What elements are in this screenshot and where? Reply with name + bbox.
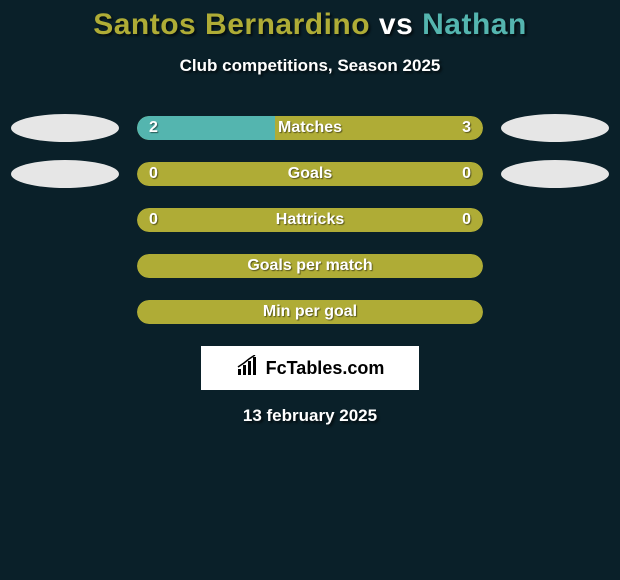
page-title: Santos Bernardino vs Nathan bbox=[0, 8, 620, 42]
stat-bar: 0 0 Goals bbox=[137, 162, 483, 186]
stat-value-right: 0 bbox=[462, 211, 471, 229]
stat-bar: Goals per match bbox=[137, 254, 483, 278]
stat-row: 0 0 Hattricks bbox=[0, 208, 620, 232]
stat-value-left: 2 bbox=[149, 119, 158, 137]
stat-value-left: 0 bbox=[149, 211, 158, 229]
brand-text: FcTables.com bbox=[266, 358, 385, 379]
comparison-infographic: Santos Bernardino vs Nathan Club competi… bbox=[0, 0, 620, 426]
stat-label: Hattricks bbox=[276, 211, 344, 229]
stat-value-right: 3 bbox=[462, 119, 471, 137]
stat-value-right: 0 bbox=[462, 165, 471, 183]
brand-badge: FcTables.com bbox=[201, 346, 419, 390]
stat-row: Goals per match bbox=[0, 254, 620, 278]
stat-row: Min per goal bbox=[0, 300, 620, 324]
team-badge-left bbox=[11, 114, 119, 142]
stat-bar: 2 3 Matches bbox=[137, 116, 483, 140]
stat-row: 2 3 Matches bbox=[0, 116, 620, 140]
team-badge-left bbox=[11, 160, 119, 188]
subtitle: Club competitions, Season 2025 bbox=[0, 56, 620, 76]
date-text: 13 february 2025 bbox=[0, 406, 620, 426]
stat-bar: Min per goal bbox=[137, 300, 483, 324]
stat-label: Goals bbox=[288, 165, 332, 183]
stats-rows: 2 3 Matches 0 0 Goals 0 0 Hattricks Goals per mat… bbox=[0, 116, 620, 324]
stat-label: Matches bbox=[278, 119, 342, 137]
stat-row: 0 0 Goals bbox=[0, 162, 620, 186]
player1-name: Santos Bernardino bbox=[93, 8, 370, 41]
chart-icon bbox=[236, 355, 262, 382]
stat-label: Goals per match bbox=[247, 257, 372, 275]
stat-bar: 0 0 Hattricks bbox=[137, 208, 483, 232]
team-badge-right bbox=[501, 160, 609, 188]
stat-value-left: 0 bbox=[149, 165, 158, 183]
team-badge-right bbox=[501, 114, 609, 142]
stat-label: Min per goal bbox=[263, 303, 357, 321]
vs-text: vs bbox=[379, 8, 413, 41]
player2-name: Nathan bbox=[422, 8, 527, 41]
